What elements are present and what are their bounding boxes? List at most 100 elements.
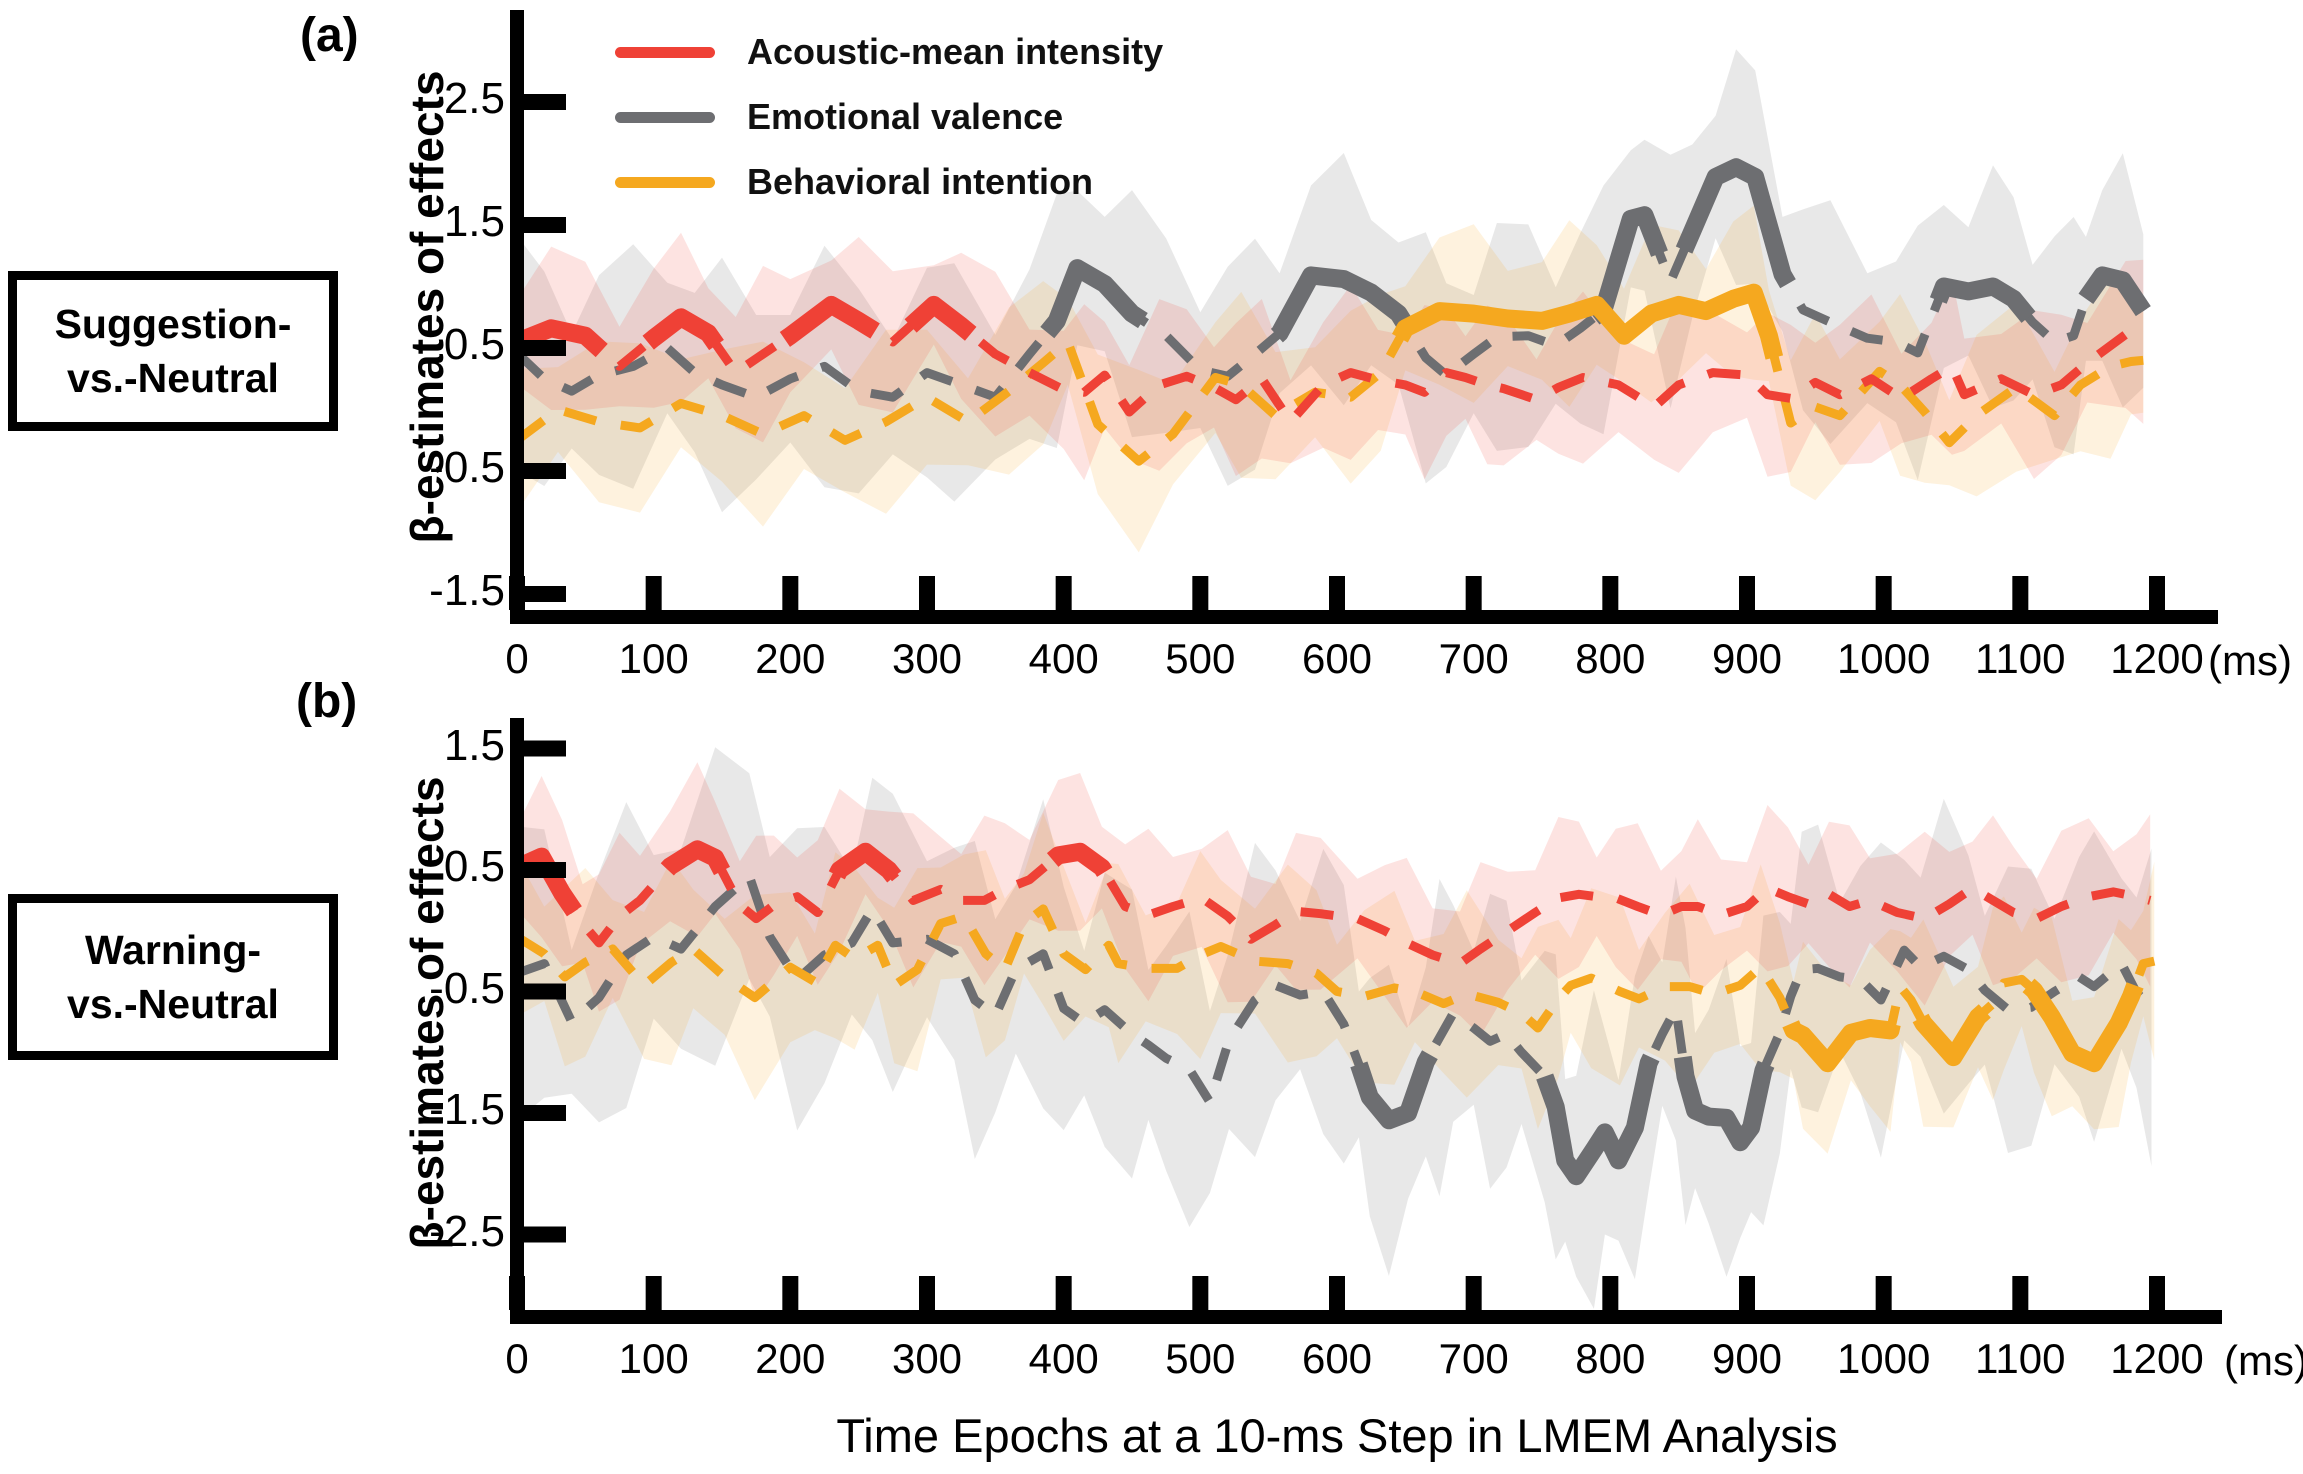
legend-label: Emotional valence xyxy=(747,96,1064,137)
x-tick-mark xyxy=(509,576,525,610)
significant-segment xyxy=(779,295,880,347)
x-tick-label: 1200 xyxy=(2110,1335,2204,1382)
x-tick-label: 1200 xyxy=(2110,635,2204,682)
x-tick-label: 400 xyxy=(1028,635,1099,682)
x-tick-label: 300 xyxy=(891,1335,963,1382)
x-tick-mark xyxy=(1875,1276,1892,1310)
legend-item: Emotional valence xyxy=(615,95,1163,139)
y-tick-label: 0.5 xyxy=(443,320,505,369)
condition-box-warning-line1: Warning- xyxy=(84,926,262,973)
x-tick-mark xyxy=(509,1276,525,1310)
significant-segment xyxy=(1046,842,1113,877)
condition-box-warning-line2: vs.-Neutral xyxy=(67,981,279,1027)
x-tick-label: 900 xyxy=(1711,635,1783,682)
x-tick-mark xyxy=(1329,576,1345,610)
significant-segment xyxy=(1929,277,2036,323)
x-tick-mark xyxy=(1739,576,1755,610)
x-tick-label: 700 xyxy=(1438,635,1509,682)
y-tick-mark xyxy=(524,340,566,356)
y-tick-label: 2.5 xyxy=(443,74,505,123)
x-tick-label: 100 xyxy=(618,1335,689,1382)
y-tick-mark xyxy=(524,586,566,602)
condition-box-warning: Warning- vs.-Neutral xyxy=(8,894,338,1060)
y-tick-label: -1.5 xyxy=(429,1085,505,1134)
y-tick-label: 1.5 xyxy=(443,720,505,770)
x-tick-label: 800 xyxy=(1575,1335,1646,1382)
x-tick-label: 500 xyxy=(1165,1335,1236,1382)
x-tick-mark xyxy=(1055,576,1072,610)
legend-item: Behavioral intention xyxy=(615,160,1163,204)
x-tick-mark xyxy=(2012,576,2029,610)
x-tick-mark xyxy=(1465,576,1482,610)
x-tick-label: 1000 xyxy=(1836,1335,1931,1382)
significant-segment xyxy=(642,308,724,351)
x-tick-label: 200 xyxy=(755,1335,826,1382)
panel-b-unit-label: (ms) xyxy=(2224,1337,2303,1384)
x-axis-title: Time Epochs at a 10-ms Step in LMEM Anal… xyxy=(836,1409,1838,1462)
panel-b-tag: (b) xyxy=(296,675,358,728)
x-tick-mark xyxy=(1192,576,1209,610)
significant-segment xyxy=(1536,1053,1660,1186)
x-tick-label: 100 xyxy=(618,635,689,682)
y-tick-mark xyxy=(524,862,566,878)
y-tick-mark xyxy=(524,463,566,479)
significant-segment xyxy=(904,295,977,341)
x-tick-mark xyxy=(2012,1276,2029,1310)
condition-box-suggestion: Suggestion- vs.-Neutral xyxy=(8,271,338,431)
x-tick-mark xyxy=(645,1276,662,1310)
significant-segment xyxy=(1675,158,1796,289)
panel-a-unit-label: (ms) xyxy=(2208,637,2292,684)
significant-segment xyxy=(513,319,608,358)
legend-line-swatch xyxy=(615,111,715,123)
significant-segment xyxy=(1270,266,1413,343)
legend-line-swatch xyxy=(615,46,715,58)
x-tick-label: 600 xyxy=(1301,635,1373,682)
y-tick-label: -0.5 xyxy=(429,963,505,1013)
y-tick-label: -1.5 xyxy=(429,566,505,615)
x-tick-mark xyxy=(1875,576,1892,610)
x-tick-label: 500 xyxy=(1165,635,1236,682)
y-axis-line xyxy=(510,718,524,1324)
significant-segment xyxy=(1350,1050,1438,1130)
y-tick-label: 1.5 xyxy=(443,197,505,246)
x-tick-mark xyxy=(1192,1276,1209,1310)
x-tick-mark xyxy=(1055,1276,1072,1310)
legend-label: Acoustic-mean intensity xyxy=(747,31,1164,72)
significant-segment xyxy=(1782,1019,1901,1073)
x-tick-label: 0 xyxy=(505,635,529,682)
y-tick-mark xyxy=(524,1105,566,1121)
x-tick-mark xyxy=(2149,1276,2165,1310)
confidence-band xyxy=(517,232,2144,481)
x-tick-mark xyxy=(919,576,935,610)
significant-segment xyxy=(1040,259,1148,339)
beta-estimate-line xyxy=(515,844,2152,969)
beta-estimate-line xyxy=(515,871,2155,1181)
x-tick-label: 0 xyxy=(505,1335,529,1382)
condition-box-suggestion-line2: vs.-Neutral xyxy=(67,355,279,401)
y-tick-mark xyxy=(524,740,566,757)
significant-segment xyxy=(2078,266,2151,317)
confidence-band xyxy=(517,762,2151,1036)
x-tick-mark xyxy=(1602,576,1619,610)
panel-(a)-plot xyxy=(513,49,2151,553)
significant-segment xyxy=(1912,1004,1991,1067)
panel-a-tag: (a) xyxy=(300,9,359,62)
y-axis-line xyxy=(510,10,524,624)
confidence-band xyxy=(517,747,2152,1309)
x-axis-line xyxy=(510,610,2218,624)
y-tick-label: -0.5 xyxy=(429,443,505,492)
x-tick-label: 400 xyxy=(1028,1335,1099,1382)
significant-segment xyxy=(2022,978,2144,1073)
x-tick-label: 800 xyxy=(1575,635,1646,682)
x-tick-label: 1100 xyxy=(1975,635,2066,682)
panel-(b)-plot xyxy=(513,747,2156,1309)
significant-segment xyxy=(1391,283,1784,360)
x-tick-mark xyxy=(919,1276,935,1310)
x-tick-mark xyxy=(1465,1276,1482,1310)
x-tick-mark xyxy=(782,1276,799,1310)
x-tick-mark xyxy=(645,576,662,610)
x-tick-mark xyxy=(1602,1276,1619,1310)
x-tick-mark xyxy=(1329,1276,1345,1310)
